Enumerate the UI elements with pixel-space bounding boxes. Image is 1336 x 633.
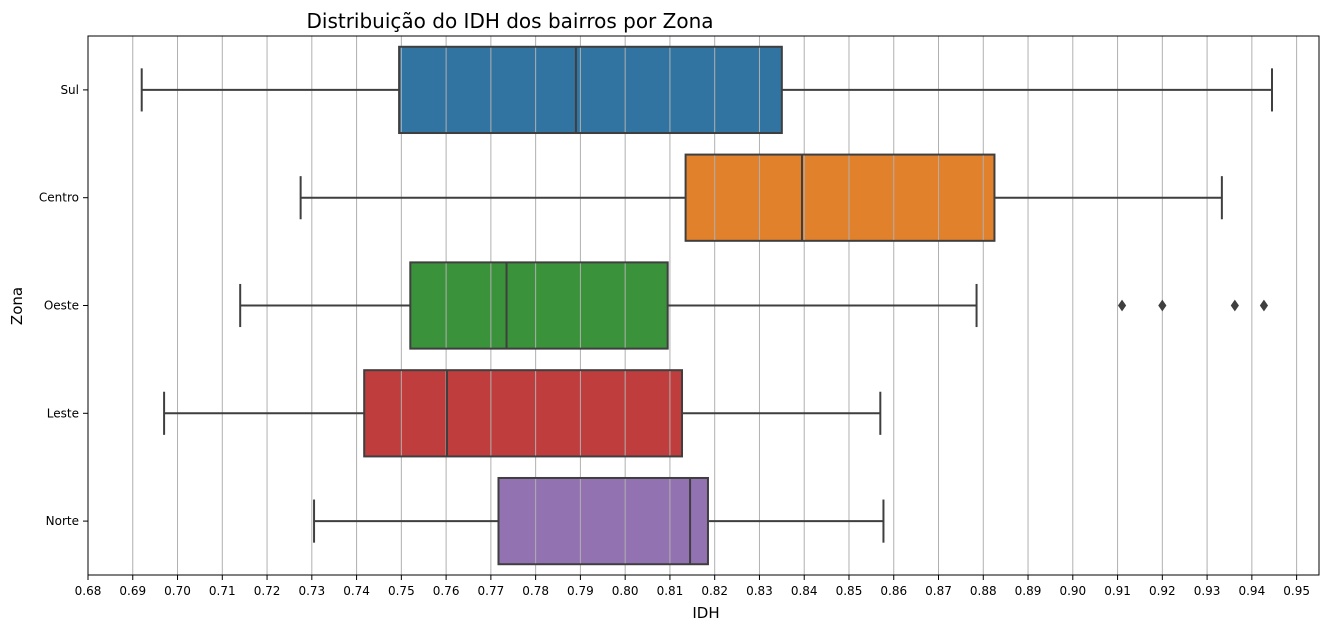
x-tick-label: 0.92 xyxy=(1149,584,1176,598)
y-tick-label: Oeste xyxy=(44,299,79,313)
x-tick-label: 0.75 xyxy=(388,584,415,598)
x-tick-label: 0.72 xyxy=(254,584,281,598)
x-tick-label: 0.89 xyxy=(1015,584,1042,598)
x-tick-label: 0.86 xyxy=(880,584,907,598)
outlier-point xyxy=(1230,299,1239,312)
x-tick-label: 0.81 xyxy=(657,584,684,598)
x-tick-label: 0.70 xyxy=(164,584,191,598)
y-axis-ticks: Sul Centro Oeste Leste Norte xyxy=(39,83,88,528)
outlier-point xyxy=(1259,299,1269,312)
iqr-box xyxy=(684,153,996,242)
x-tick-label: 0.76 xyxy=(433,584,460,598)
x-tick-label: 0.82 xyxy=(701,584,728,598)
y-tick-label: Sul xyxy=(60,83,79,97)
iqr-box xyxy=(363,369,684,458)
x-tick-label: 0.71 xyxy=(209,584,236,598)
y-tick-label: Centro xyxy=(39,191,79,205)
x-tick-label: 0.68 xyxy=(75,584,102,598)
iqr-box xyxy=(409,261,669,350)
x-tick-label: 0.87 xyxy=(925,584,952,598)
x-tick-label: 0.90 xyxy=(1059,584,1086,598)
x-tick-label: 0.84 xyxy=(791,584,818,598)
x-tick-label: 0.93 xyxy=(1194,584,1221,598)
box-centro xyxy=(299,153,1223,242)
chart-title: Distribuição do IDH dos bairros por Zona xyxy=(306,9,713,33)
x-tick-label: 0.83 xyxy=(746,584,773,598)
x-axis-label: IDH xyxy=(692,604,719,622)
outlier-point xyxy=(1117,299,1127,312)
box-leste xyxy=(163,369,882,458)
box-series xyxy=(140,45,1273,566)
iqr-box xyxy=(497,476,709,566)
x-tick-label: 0.94 xyxy=(1238,584,1265,598)
x-tick-label: 0.73 xyxy=(298,584,325,598)
x-tick-label: 0.91 xyxy=(1104,584,1131,598)
x-tick-label: 0.85 xyxy=(836,584,863,598)
box-norte xyxy=(313,476,885,566)
y-tick-label: Norte xyxy=(46,514,79,528)
x-tick-label: 0.77 xyxy=(478,584,505,598)
x-tick-label: 0.74 xyxy=(343,584,370,598)
box-oeste xyxy=(239,261,1269,350)
y-tick-label: Leste xyxy=(47,406,79,420)
y-axis-label: Zona xyxy=(8,287,26,325)
box-sul xyxy=(140,45,1273,135)
x-axis-ticks: 0.68 0.69 0.70 0.71 0.72 0.73 0.74 0.75 0.76 0.77… xyxy=(75,575,1310,598)
x-tick-label: 0.80 xyxy=(612,584,639,598)
x-tick-label: 0.69 xyxy=(119,584,146,598)
x-tick-label: 0.88 xyxy=(970,584,997,598)
iqr-box xyxy=(398,45,783,135)
x-tick-label: 0.95 xyxy=(1283,584,1310,598)
x-tick-label: 0.78 xyxy=(522,584,549,598)
outlier-point xyxy=(1158,299,1167,312)
x-tick-label: 0.79 xyxy=(567,584,594,598)
